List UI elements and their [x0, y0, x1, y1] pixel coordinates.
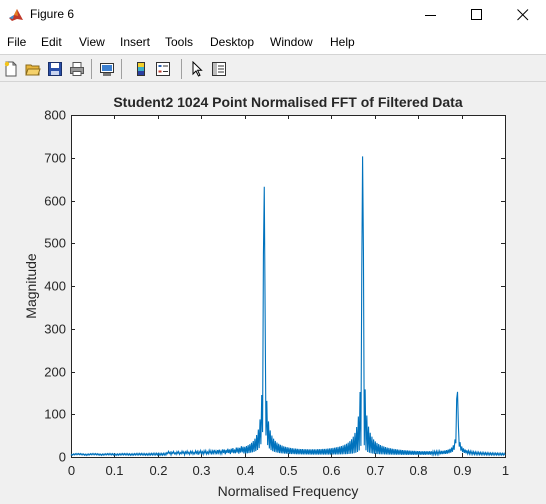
- save-button[interactable]: [45, 59, 65, 79]
- legend-button[interactable]: [153, 59, 173, 79]
- figure-toolbar: [0, 54, 546, 82]
- y-axis-label: Magnitude: [23, 253, 39, 319]
- x-tick-label: 0.6: [322, 463, 340, 478]
- x-axis-ticks: 0 0.1 0.2 0.3 0.4 0.5 0.6 0.7 0.8 0.9 1: [68, 115, 509, 478]
- series-line: [70, 156, 506, 457]
- menu-insert[interactable]: Insert: [120, 35, 151, 49]
- y-tick-label: 200: [44, 365, 66, 380]
- save-icon: [48, 62, 62, 76]
- toolbar-separator: [181, 59, 182, 79]
- menu-edit[interactable]: Edit: [41, 35, 62, 49]
- open-file-icon: [25, 64, 41, 76]
- minimize-button[interactable]: [408, 0, 454, 30]
- menu-tools[interactable]: Tools: [165, 35, 194, 49]
- link-plot-button[interactable]: [97, 59, 117, 79]
- y-tick-label: 0: [59, 450, 66, 465]
- x-axis-label: Normalised Frequency: [218, 483, 359, 499]
- edit-plot-arrow-icon: [192, 61, 203, 77]
- menu-help[interactable]: Help: [330, 35, 355, 49]
- toolbar-separator: [91, 59, 92, 79]
- menu-bar: File Edit View Insert Tools Desktop Wind…: [0, 30, 546, 54]
- y-tick-label: 600: [44, 194, 66, 209]
- close-icon: [517, 9, 529, 21]
- print-button[interactable]: [67, 59, 87, 79]
- menu-view[interactable]: View: [79, 35, 105, 49]
- x-tick-label: 0.2: [149, 463, 167, 478]
- property-inspector-button[interactable]: [209, 59, 229, 79]
- plot-axes[interactable]: [71, 115, 506, 458]
- colorbar-button[interactable]: [131, 59, 151, 79]
- link-plot-icon: [100, 63, 114, 76]
- colorbar-icon: [137, 62, 145, 76]
- legend-icon: [156, 62, 170, 76]
- x-tick-label: 1: [502, 463, 509, 478]
- edit-plot-button[interactable]: [187, 59, 207, 79]
- menu-file[interactable]: File: [7, 35, 27, 49]
- minimize-icon: [425, 15, 436, 16]
- fft-plot[interactable]: Student2 1024 Point Normalised FFT of Fi…: [0, 82, 546, 504]
- close-button[interactable]: [500, 0, 546, 30]
- window-titlebar: Figure 6: [0, 0, 546, 30]
- x-tick-label: 0: [68, 463, 75, 478]
- x-tick-label: 0.1: [105, 463, 123, 478]
- y-tick-label: 400: [44, 279, 66, 294]
- x-tick-label: 0.3: [192, 463, 210, 478]
- y-tick-label: 800: [44, 108, 66, 123]
- open-file-button[interactable]: [23, 59, 43, 79]
- new-figure-button[interactable]: [1, 59, 21, 79]
- x-tick-label: 0.9: [453, 463, 471, 478]
- y-axis-ticks: 0 100 200 300 400 500 600 700 800: [44, 108, 505, 465]
- y-tick-label: 700: [44, 151, 66, 166]
- x-tick-label: 0.8: [409, 463, 427, 478]
- menu-window[interactable]: Window: [270, 35, 313, 49]
- figure-canvas: Student2 1024 Point Normalised FFT of Fi…: [0, 82, 546, 504]
- y-tick-label: 300: [44, 322, 66, 337]
- chart-title: Student2 1024 Point Normalised FFT of Fi…: [113, 94, 462, 110]
- menu-desktop[interactable]: Desktop: [210, 35, 255, 49]
- x-tick-label: 0.5: [279, 463, 297, 478]
- new-figure-icon: [4, 61, 17, 77]
- y-tick-label: 100: [44, 407, 66, 422]
- y-tick-label: 500: [44, 236, 66, 251]
- print-icon: [70, 62, 84, 76]
- window-title: Figure 6: [30, 7, 75, 21]
- maximize-icon: [471, 9, 482, 20]
- maximize-button[interactable]: [454, 0, 500, 30]
- matlab-icon: [8, 7, 24, 23]
- toolbar-separator: [121, 59, 122, 79]
- x-tick-label: 0.4: [236, 463, 254, 478]
- property-inspector-icon: [212, 62, 226, 76]
- x-tick-label: 0.7: [366, 463, 384, 478]
